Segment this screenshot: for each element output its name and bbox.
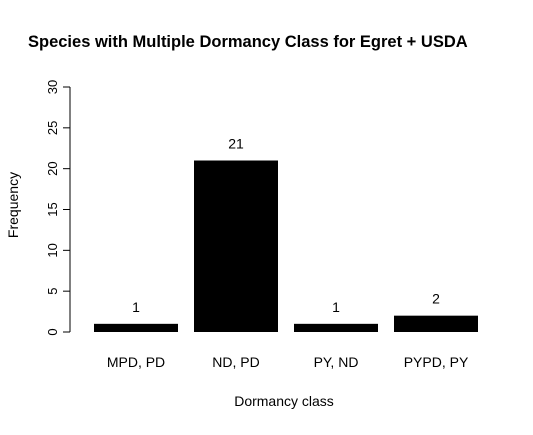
data-label: 21 xyxy=(228,136,244,152)
y-tick-label: 0 xyxy=(45,328,60,335)
y-axis-label: Frequency xyxy=(5,172,21,238)
y-axis: 0 5 10 15 20 25 30 xyxy=(45,80,71,336)
x-tick-label: PYPD, PY xyxy=(404,354,469,370)
x-tick-label: PY, ND xyxy=(314,354,359,370)
data-label: 2 xyxy=(432,291,440,307)
y-tick-label: 30 xyxy=(45,80,60,94)
y-tick-label: 10 xyxy=(45,243,60,257)
bars xyxy=(94,160,478,332)
y-tick-label: 15 xyxy=(45,202,60,216)
x-tick-labels: MPD, PD ND, PD PY, ND PYPD, PY xyxy=(107,354,469,370)
x-tick-label: ND, PD xyxy=(212,354,259,370)
x-tick-label: MPD, PD xyxy=(107,354,165,370)
data-label: 1 xyxy=(132,299,140,315)
bar xyxy=(294,323,378,332)
bar xyxy=(94,323,178,332)
bar xyxy=(194,160,278,332)
chart-title: Species with Multiple Dormancy Class for… xyxy=(28,33,468,51)
bar xyxy=(394,315,478,332)
data-labels: 1 21 1 2 xyxy=(132,136,440,315)
data-label: 1 xyxy=(332,299,340,315)
x-axis-label: Dormancy class xyxy=(234,393,334,409)
y-tick-label: 5 xyxy=(45,288,60,295)
y-tick-label: 20 xyxy=(45,161,60,175)
y-tick-label: 25 xyxy=(45,121,60,135)
